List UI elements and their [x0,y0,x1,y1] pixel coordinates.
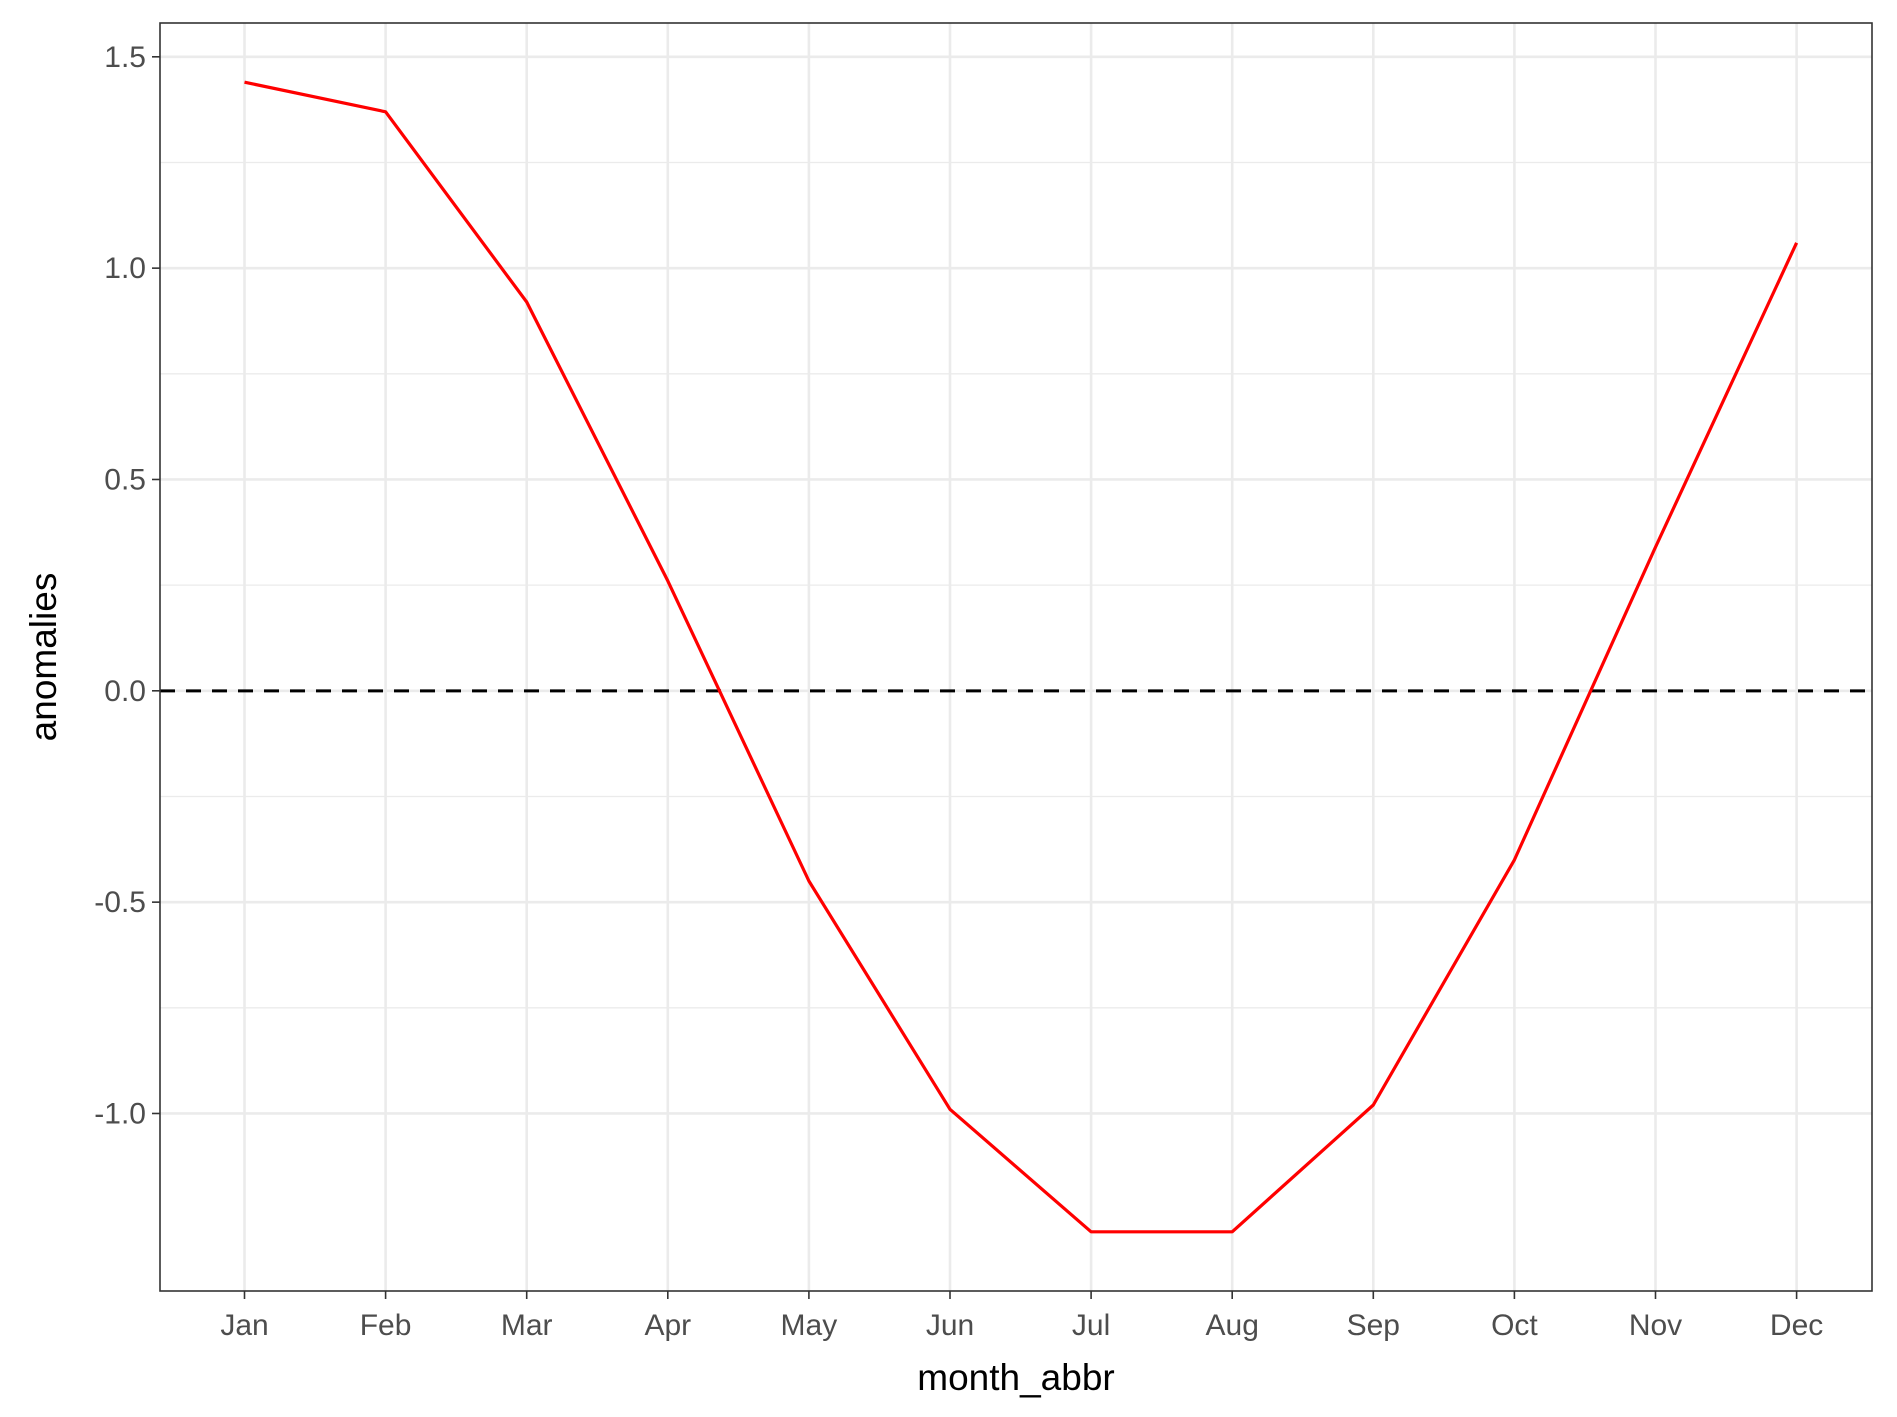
x-tick-label: Nov [1629,1309,1682,1342]
x-tick-label: Oct [1491,1309,1538,1342]
y-tick-label: 0.5 [104,463,146,496]
x-tick-label: Feb [360,1309,412,1342]
y-axis-title: anomalies [23,573,64,742]
plot-background [160,23,1872,1291]
x-tick-label: Sep [1347,1309,1400,1342]
x-tick-label: Jan [220,1309,268,1342]
x-axis-title: month_abbr [917,1357,1114,1398]
x-tick-label: Apr [644,1309,691,1342]
y-axis: -1.0 -0.5 0.0 0.5 1.0 1.5 [94,41,160,1130]
minor-gridlines [160,161,1872,1009]
x-tick-label: May [781,1309,838,1342]
x-tick-label: Jul [1072,1309,1110,1342]
x-axis: Jan Feb Mar Apr May Jun Jul Aug Sep Oct Nov Dec [220,1291,1823,1342]
plot-border [159,22,1873,1292]
y-tick-label: 1.5 [104,41,146,74]
y-tick-label: 0.0 [104,675,146,708]
x-tick-label: Aug [1206,1309,1259,1342]
series-line [244,80,1799,1234]
y-tick-label: -0.5 [94,886,146,919]
major-gridlines [160,23,1872,1291]
x-tick-label: Dec [1770,1309,1823,1342]
y-tick-label: -1.0 [94,1097,146,1130]
y-tick-label: 1.0 [104,252,146,285]
x-tick-label: Mar [501,1309,553,1342]
series-layer [244,80,1799,1234]
x-tick-label: Jun [926,1309,974,1342]
